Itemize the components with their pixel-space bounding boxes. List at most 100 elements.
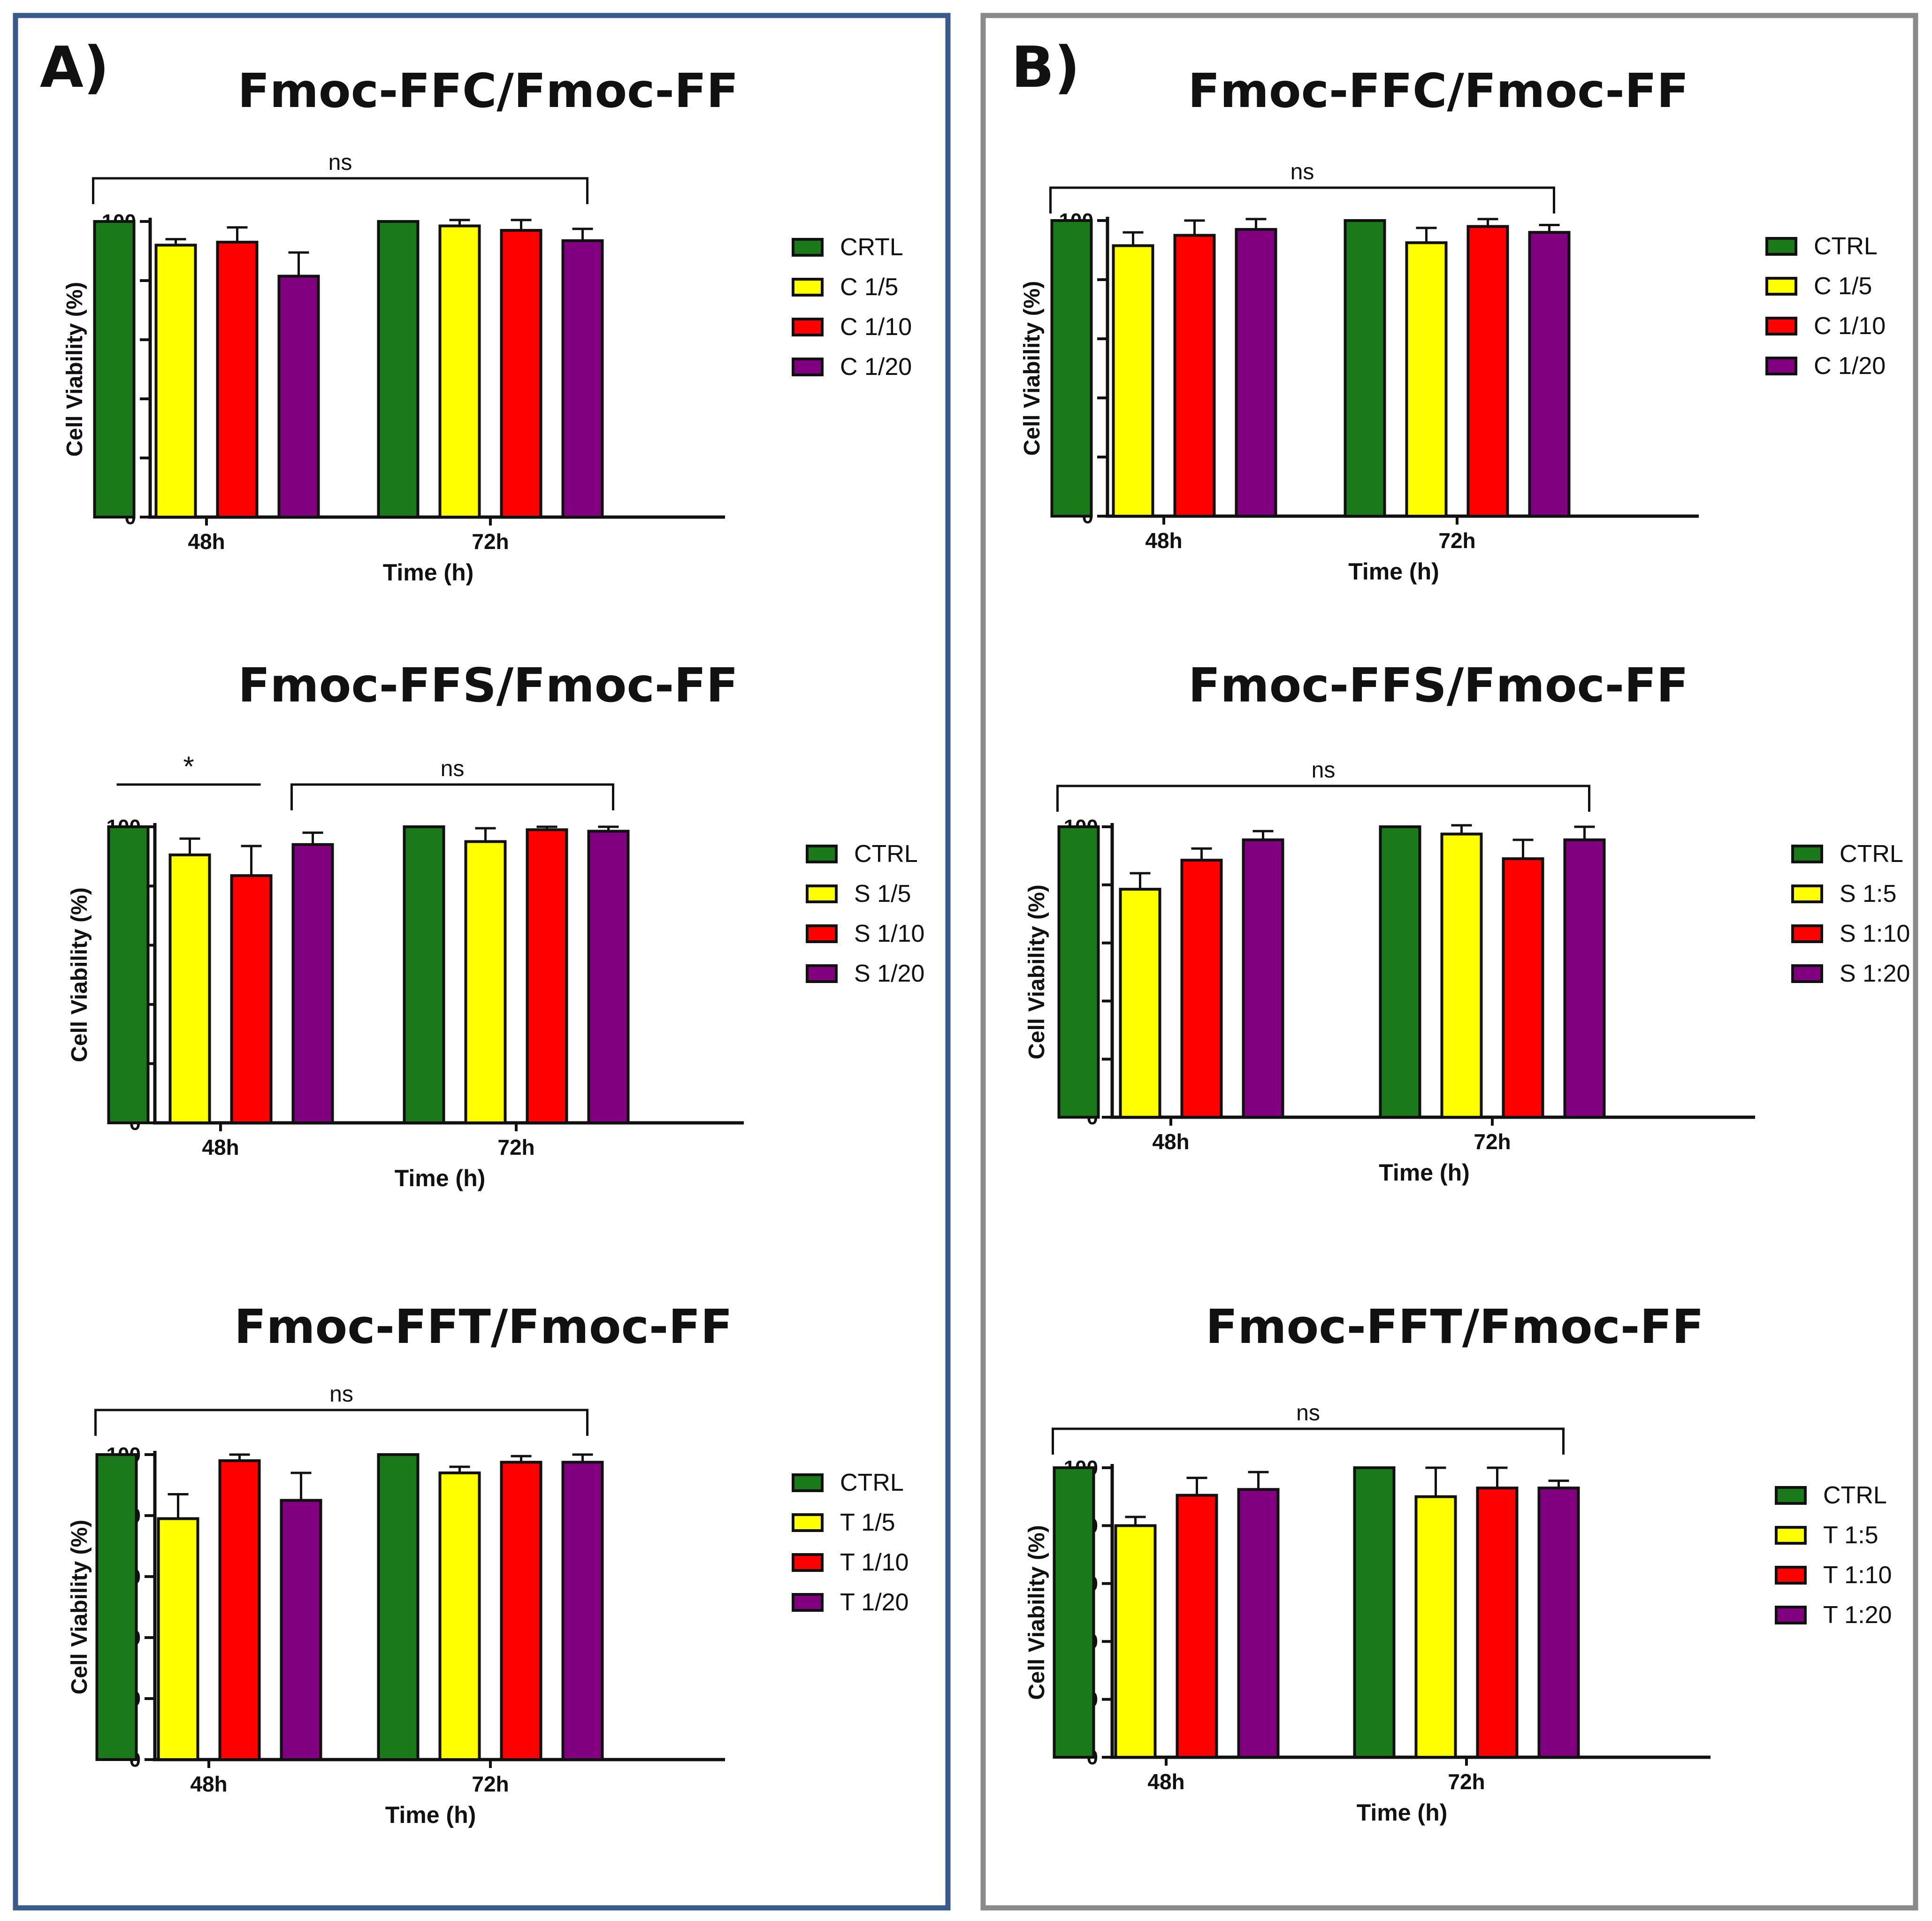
legend-swatch bbox=[1791, 845, 1823, 863]
bar-72h-CTRL bbox=[1353, 1466, 1396, 1759]
legend-swatch bbox=[1791, 964, 1823, 983]
x-tick-label: 72h bbox=[1448, 1769, 1485, 1794]
bar-48h-C-1-5 bbox=[1112, 244, 1154, 518]
legend-swatch bbox=[792, 1473, 824, 1492]
bar-48h-T-1-20 bbox=[280, 1499, 322, 1761]
legend-label: CTRL bbox=[854, 840, 918, 868]
panel-a-border bbox=[13, 13, 951, 1911]
significance-label: ns bbox=[328, 150, 352, 175]
y-axis-label: Cell Viability (%) bbox=[67, 1520, 92, 1695]
legend-swatch bbox=[1765, 237, 1797, 256]
legend-label: S 1/10 bbox=[854, 920, 924, 947]
x-tick-label: 72h bbox=[1474, 1129, 1511, 1154]
panel-b-border bbox=[980, 13, 1918, 1911]
significance-label: ns bbox=[1296, 1401, 1320, 1426]
chart-title: Fmoc-FFC/Fmoc-FF bbox=[237, 63, 738, 118]
bar-72h-CRTL bbox=[377, 220, 420, 518]
bar-72h-C-1-5 bbox=[1405, 241, 1448, 518]
bar-48h-S-1-5 bbox=[1119, 888, 1161, 1119]
bar-48h-T-1-10 bbox=[218, 1459, 261, 1761]
bar-72h-T-1-5 bbox=[1414, 1495, 1457, 1759]
bar-48h-C-1-20 bbox=[277, 274, 320, 518]
chart-title: Fmoc-FFS/Fmoc-FF bbox=[238, 658, 738, 713]
legend-swatch bbox=[1775, 1606, 1807, 1624]
legend-label: T 1/10 bbox=[840, 1549, 909, 1576]
legend-swatch bbox=[1775, 1526, 1807, 1545]
bar-72h-C-1-5 bbox=[438, 224, 481, 518]
bar-72h-S-1-10 bbox=[1502, 857, 1544, 1119]
legend-swatch bbox=[1765, 357, 1797, 375]
significance-label: * bbox=[183, 751, 194, 782]
legend-label: C 1/5 bbox=[840, 274, 898, 301]
bar-48h-T-1-5 bbox=[157, 1517, 199, 1761]
bar-72h-C-1-20 bbox=[1528, 231, 1571, 518]
chart-6: Fmoc-FFT/Fmoc-FF020406080100Cell Viabili… bbox=[1024, 1299, 1892, 1826]
significance-label: ns bbox=[1291, 160, 1314, 184]
legend-swatch bbox=[1775, 1566, 1807, 1585]
legend-label: C 1/5 bbox=[1814, 273, 1872, 300]
x-tick-label: 48h bbox=[1145, 528, 1182, 553]
bar-72h-C-1-20 bbox=[561, 239, 604, 518]
legend-swatch bbox=[1775, 1486, 1807, 1505]
legend-swatch bbox=[806, 845, 838, 863]
bar-48h-S-1-20 bbox=[1242, 838, 1284, 1119]
chart-title: Fmoc-FFC/Fmoc-FF bbox=[1188, 63, 1688, 118]
legend-swatch bbox=[792, 1593, 824, 1612]
x-axis-label: Time (h) bbox=[1357, 1799, 1448, 1826]
y-axis-label: Cell Viability (%) bbox=[62, 282, 87, 457]
chart-1: Fmoc-FFC/Fmoc-FF020406080100Cell Viabili… bbox=[62, 63, 912, 586]
significance-bracket bbox=[92, 177, 588, 204]
x-tick-label: 48h bbox=[188, 529, 225, 554]
bar-48h-T-1-20 bbox=[1237, 1488, 1280, 1759]
legend-swatch bbox=[1765, 277, 1797, 296]
x-axis-label: Time (h) bbox=[395, 1165, 486, 1191]
legend-swatch bbox=[792, 278, 824, 297]
x-tick-label: 72h bbox=[497, 1135, 535, 1159]
significance-bracket bbox=[290, 783, 614, 810]
bar-72h-T-1-10 bbox=[1476, 1486, 1519, 1759]
bar-48h-S-1-10 bbox=[1180, 859, 1223, 1119]
bar-48h-C-1-20 bbox=[1235, 228, 1277, 518]
bar-72h-CTRL bbox=[1344, 219, 1386, 518]
legend-swatch bbox=[806, 924, 838, 943]
bar-48h-S-1-20 bbox=[291, 843, 334, 1124]
legend-label: S 1/5 bbox=[854, 880, 911, 907]
bar-72h-T-1-10 bbox=[500, 1461, 542, 1761]
legend-swatch bbox=[792, 238, 824, 257]
x-tick-label: 48h bbox=[1152, 1129, 1189, 1154]
bar-48h-S-1-10 bbox=[230, 874, 273, 1124]
legend-swatch bbox=[792, 358, 824, 376]
bar-72h-T-1-20 bbox=[1537, 1486, 1580, 1759]
bar-48h-CRTL bbox=[93, 220, 136, 518]
panel-a-label: A) bbox=[40, 35, 109, 100]
bar-48h-CTRL bbox=[107, 825, 150, 1124]
x-tick-label: 72h bbox=[472, 1772, 509, 1796]
bar-72h-T-1-5 bbox=[438, 1471, 481, 1761]
chart-3: Fmoc-FFT/Fmoc-FF020406080100Cell Viabili… bbox=[67, 1299, 909, 1828]
bar-72h-CTRL bbox=[1379, 825, 1421, 1119]
x-axis-label: Time (h) bbox=[385, 1802, 476, 1828]
x-tick-label: 72h bbox=[1438, 528, 1475, 553]
bar-72h-S-1-5 bbox=[1440, 832, 1483, 1119]
legend-label: C 1/10 bbox=[840, 313, 912, 341]
bar-72h-S-1-10 bbox=[526, 828, 568, 1125]
bar-72h-CTRL bbox=[403, 825, 445, 1124]
legend-swatch bbox=[1765, 317, 1797, 335]
significance-label: ns bbox=[1312, 758, 1336, 783]
x-tick-label: 48h bbox=[202, 1135, 239, 1159]
legend-swatch bbox=[792, 318, 824, 336]
chart-title: Fmoc-FFT/Fmoc-FF bbox=[234, 1299, 733, 1354]
panel-b-label: B) bbox=[1011, 35, 1080, 100]
bar-72h-S-1-20 bbox=[1563, 838, 1606, 1119]
significance-bracket bbox=[94, 1409, 588, 1436]
legend-label: C 1/10 bbox=[1814, 313, 1886, 340]
bar-48h-T-1-10 bbox=[1176, 1494, 1218, 1759]
bar-72h-C-1-10 bbox=[1466, 225, 1509, 518]
legend-label: S 1/20 bbox=[854, 960, 924, 987]
legend-swatch bbox=[1791, 884, 1823, 903]
chart-title: Fmoc-FFS/Fmoc-FF bbox=[1188, 658, 1688, 713]
bar-48h-T-1-5 bbox=[1114, 1524, 1157, 1759]
legend-label: S 1:5 bbox=[1840, 880, 1896, 907]
legend-label: CRTL bbox=[840, 234, 903, 261]
